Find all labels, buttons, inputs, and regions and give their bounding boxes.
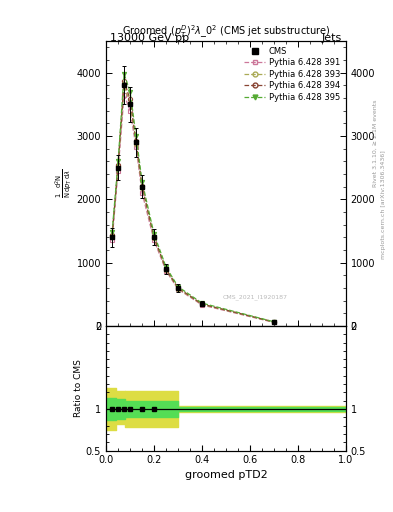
Pythia 6.428 393 — [110, 233, 114, 239]
Pythia 6.428 391 — [272, 319, 276, 326]
Legend: CMS, Pythia 6.428 391, Pythia 6.428 393, Pythia 6.428 394, Pythia 6.428 395: CMS, Pythia 6.428 391, Pythia 6.428 393,… — [243, 45, 342, 103]
Y-axis label: Ratio to CMS: Ratio to CMS — [74, 359, 83, 417]
Pythia 6.428 391 — [128, 108, 132, 114]
Pythia 6.428 391 — [164, 268, 169, 274]
Pythia 6.428 393 — [122, 82, 127, 89]
Pythia 6.428 395 — [122, 71, 127, 77]
Pythia 6.428 394 — [200, 301, 204, 307]
Line: Pythia 6.428 391: Pythia 6.428 391 — [110, 93, 276, 325]
Pythia 6.428 394 — [110, 232, 114, 239]
Pythia 6.428 393 — [116, 163, 121, 169]
Pythia 6.428 393 — [134, 140, 138, 146]
Pythia 6.428 395 — [152, 231, 156, 237]
Text: CMS_2021_I1920187: CMS_2021_I1920187 — [222, 294, 287, 300]
Pythia 6.428 394 — [128, 96, 132, 102]
Pythia 6.428 395 — [128, 89, 132, 95]
X-axis label: groomed pTD2: groomed pTD2 — [185, 470, 267, 480]
Pythia 6.428 394 — [164, 266, 169, 272]
Pythia 6.428 391 — [122, 92, 127, 98]
Line: Pythia 6.428 393: Pythia 6.428 393 — [110, 83, 276, 324]
Pythia 6.428 395 — [110, 229, 114, 235]
Pythia 6.428 395 — [200, 300, 204, 306]
Pythia 6.428 395 — [134, 133, 138, 139]
Pythia 6.428 391 — [176, 286, 180, 292]
Text: 13000 GeV pp: 13000 GeV pp — [110, 33, 189, 44]
Pythia 6.428 395 — [272, 318, 276, 325]
Pythia 6.428 391 — [140, 190, 145, 196]
Pythia 6.428 394 — [116, 162, 121, 168]
Title: Groomed $(p_T^D)^2\lambda\_0^2$ (CMS jet substructure): Groomed $(p_T^D)^2\lambda\_0^2$ (CMS jet… — [122, 24, 330, 40]
Pythia 6.428 393 — [140, 185, 145, 191]
Text: Rivet 3.1.10, ≥ 2.1M events: Rivet 3.1.10, ≥ 2.1M events — [373, 100, 378, 187]
Pythia 6.428 393 — [152, 235, 156, 241]
Pythia 6.428 391 — [134, 144, 138, 151]
Pythia 6.428 393 — [164, 266, 169, 272]
Pythia 6.428 393 — [272, 319, 276, 325]
Pythia 6.428 393 — [128, 100, 132, 106]
Pythia 6.428 394 — [134, 138, 138, 144]
Pythia 6.428 394 — [140, 183, 145, 189]
Pythia 6.428 391 — [116, 168, 121, 174]
Pythia 6.428 394 — [152, 234, 156, 240]
Pythia 6.428 395 — [140, 179, 145, 185]
Pythia 6.428 395 — [176, 284, 180, 290]
Line: Pythia 6.428 395: Pythia 6.428 395 — [110, 72, 276, 324]
Pythia 6.428 395 — [164, 264, 169, 270]
Pythia 6.428 391 — [152, 238, 156, 244]
Pythia 6.428 393 — [200, 301, 204, 307]
Y-axis label: $\frac{1}{\mathregular{N}}\frac{\mathregular{d}^2\mathregular{N}}{\mathregular{d: $\frac{1}{\mathregular{N}}\frac{\mathreg… — [53, 168, 74, 198]
Text: mcplots.cern.ch [arXiv:1306.3436]: mcplots.cern.ch [arXiv:1306.3436] — [381, 151, 386, 259]
Text: Jets: Jets — [321, 33, 342, 44]
Pythia 6.428 395 — [116, 158, 121, 164]
Pythia 6.428 393 — [176, 286, 180, 292]
Pythia 6.428 394 — [176, 285, 180, 291]
Pythia 6.428 391 — [200, 302, 204, 308]
Pythia 6.428 394 — [122, 78, 127, 84]
Pythia 6.428 391 — [110, 238, 114, 244]
Line: Pythia 6.428 394: Pythia 6.428 394 — [110, 79, 276, 324]
Pythia 6.428 394 — [272, 319, 276, 325]
